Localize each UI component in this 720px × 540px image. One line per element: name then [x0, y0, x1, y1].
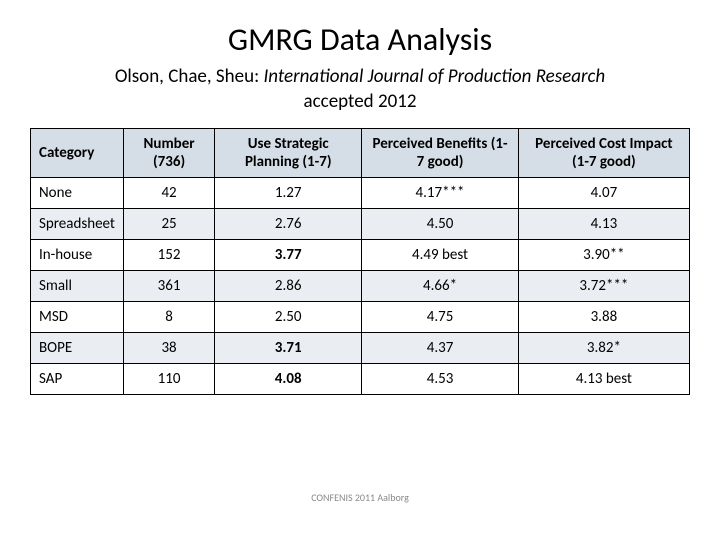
- cell-cost: 4.13: [518, 209, 689, 240]
- slide-title: GMRG Data Analysis: [30, 20, 690, 59]
- cell-benefits: 4.53: [362, 364, 519, 395]
- cell-category: Spreadsheet: [31, 209, 124, 240]
- table-row: In-house 152 3.77 4.49 best 3.90**: [31, 240, 690, 271]
- table-row: BOPE 38 3.71 4.37 3.82*: [31, 333, 690, 364]
- cell-benefits: 4.17***: [362, 178, 519, 209]
- cell-benefits: 4.37: [362, 333, 519, 364]
- cell-strategic: 2.50: [215, 302, 362, 333]
- cell-category: BOPE: [31, 333, 124, 364]
- cell-strategic: 3.71: [215, 333, 362, 364]
- cell-category: SAP: [31, 364, 124, 395]
- col-strategic: Use Strategic Planning (1-7): [215, 129, 362, 178]
- cell-cost: 3.88: [518, 302, 689, 333]
- accepted-text: accepted 2012: [304, 90, 417, 113]
- table-row: Small 361 2.86 4.66* 3.72***: [31, 271, 690, 302]
- cell-number: 361: [123, 271, 214, 302]
- table-row: SAP 110 4.08 4.53 4.13 best: [31, 364, 690, 395]
- authors: Olson, Chae, Sheu:: [115, 65, 264, 88]
- cell-strategic: 4.08: [215, 364, 362, 395]
- cell-number: 110: [123, 364, 214, 395]
- col-cost: Perceived Cost Impact (1-7 good): [518, 129, 689, 178]
- cell-cost: 3.90**: [518, 240, 689, 271]
- table-body: None 42 1.27 4.17*** 4.07 Spreadsheet 25…: [31, 178, 690, 395]
- cell-cost: 3.72***: [518, 271, 689, 302]
- cell-category: Small: [31, 271, 124, 302]
- cell-cost: 4.07: [518, 178, 689, 209]
- col-number: Number (736): [123, 129, 214, 178]
- col-benefits: Perceived Benefits (1-7 good): [362, 129, 519, 178]
- cell-category: None: [31, 178, 124, 209]
- slide-subtitle: Olson, Chae, Sheu: International Journal…: [30, 65, 690, 114]
- cell-benefits: 4.75: [362, 302, 519, 333]
- cell-number: 38: [123, 333, 214, 364]
- table-row: Spreadsheet 25 2.76 4.50 4.13: [31, 209, 690, 240]
- cell-strategic: 2.76: [215, 209, 362, 240]
- data-table: Category Number (736) Use Strategic Plan…: [30, 128, 690, 395]
- cell-number: 152: [123, 240, 214, 271]
- table-row: MSD 8 2.50 4.75 3.88: [31, 302, 690, 333]
- journal-name: International Journal of Production Rese…: [263, 65, 605, 88]
- table-row: None 42 1.27 4.17*** 4.07: [31, 178, 690, 209]
- footer-text: CONFENIS 2011 Aalborg: [0, 491, 720, 504]
- cell-number: 25: [123, 209, 214, 240]
- cell-strategic: 2.86: [215, 271, 362, 302]
- cell-cost: 4.13 best: [518, 364, 689, 395]
- cell-benefits: 4.50: [362, 209, 519, 240]
- cell-category: In-house: [31, 240, 124, 271]
- cell-benefits: 4.49 best: [362, 240, 519, 271]
- cell-number: 8: [123, 302, 214, 333]
- cell-category: MSD: [31, 302, 124, 333]
- cell-cost: 3.82*: [518, 333, 689, 364]
- cell-number: 42: [123, 178, 214, 209]
- cell-benefits: 4.66*: [362, 271, 519, 302]
- table-header-row: Category Number (736) Use Strategic Plan…: [31, 129, 690, 178]
- col-category: Category: [31, 129, 124, 178]
- cell-strategic: 3.77: [215, 240, 362, 271]
- cell-strategic: 1.27: [215, 178, 362, 209]
